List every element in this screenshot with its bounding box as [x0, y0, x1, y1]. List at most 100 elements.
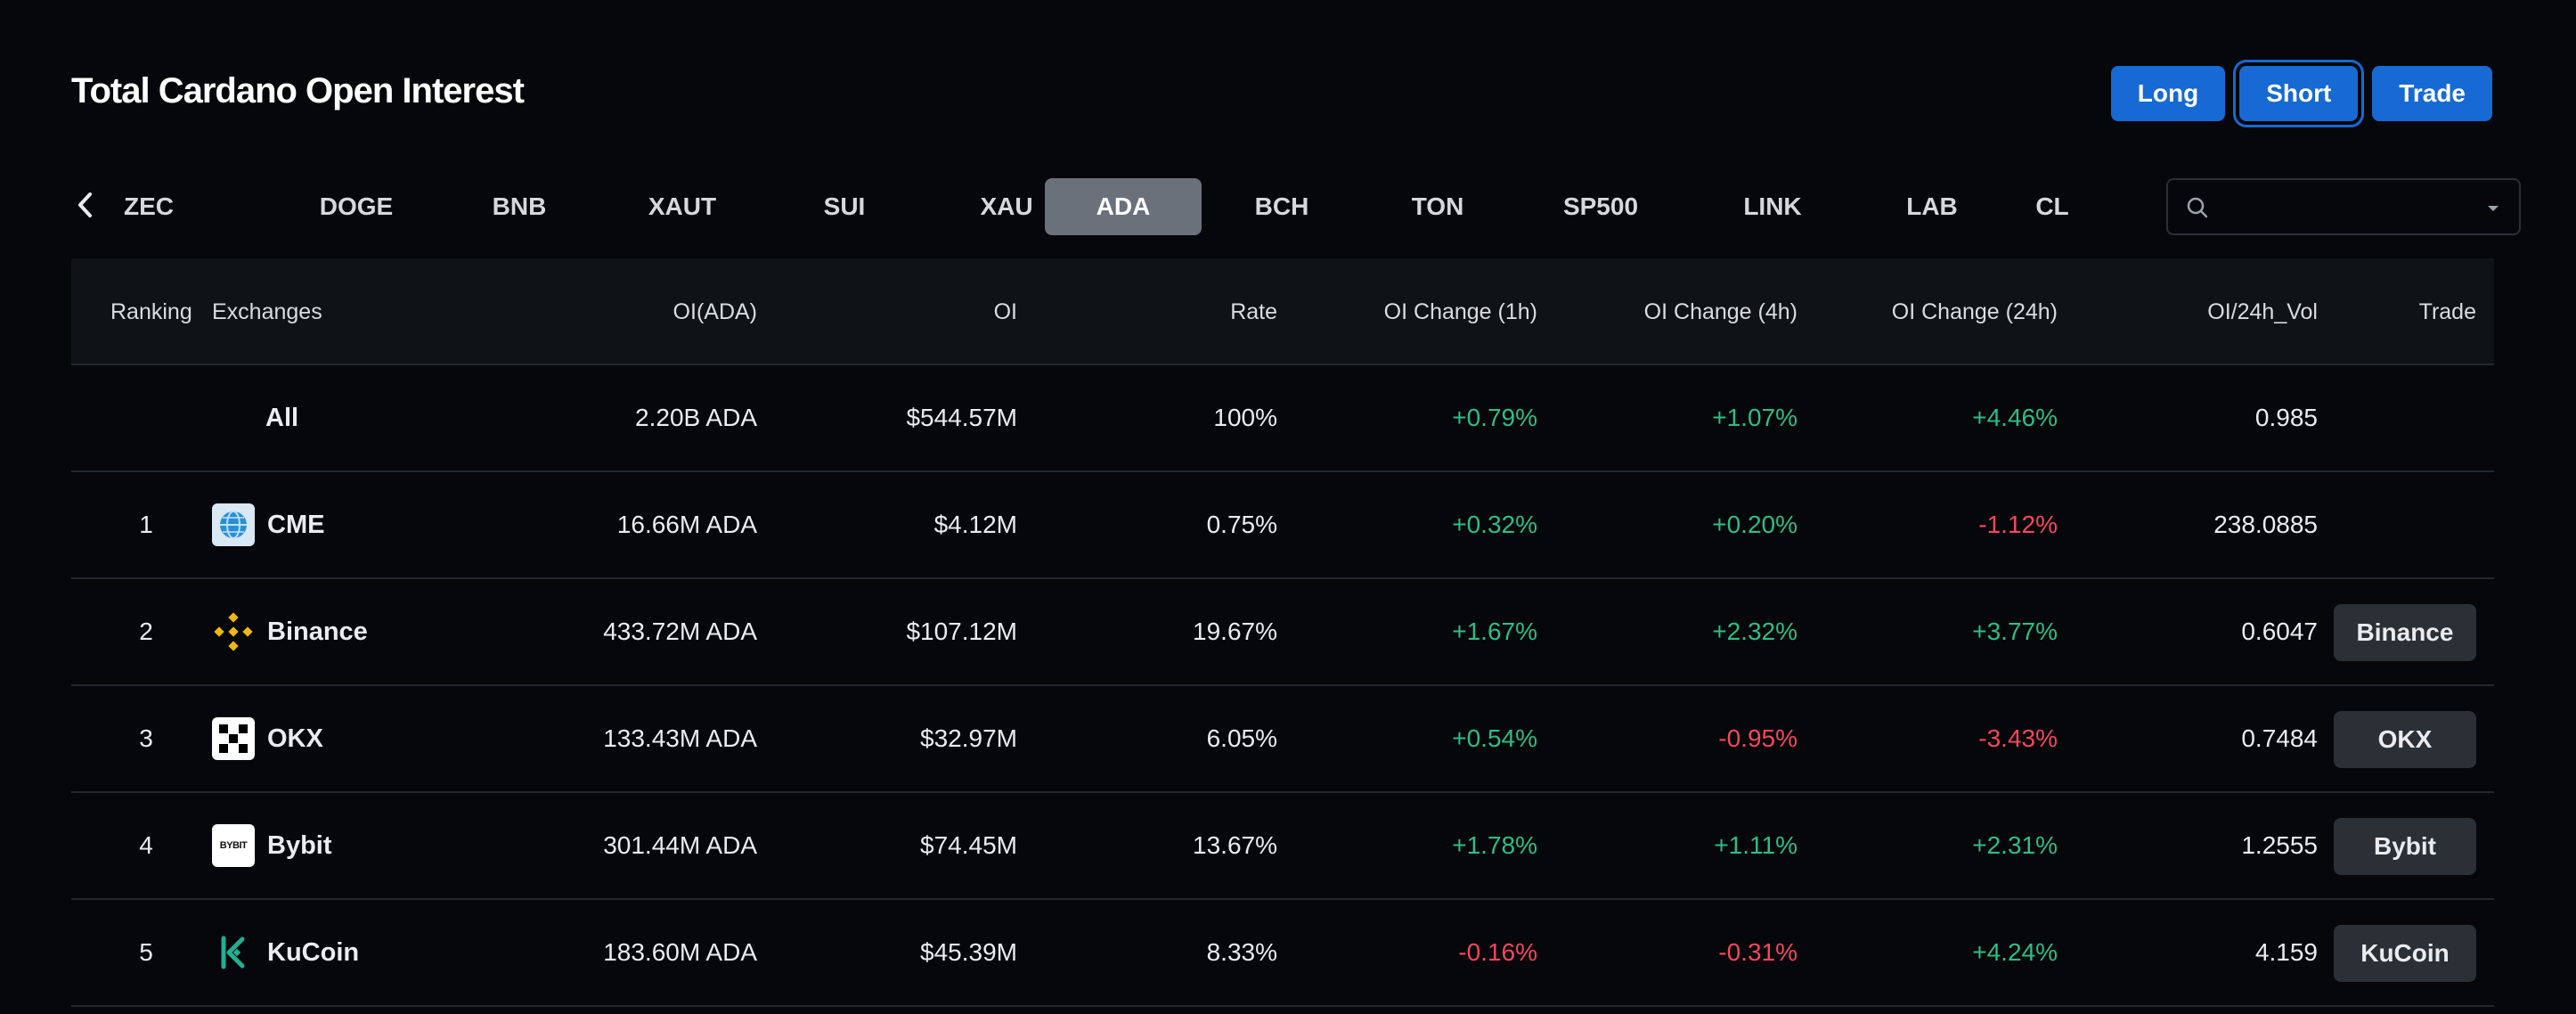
all-oi-vol: 0.985	[2254, 404, 2318, 431]
exchange-name: OKX	[267, 724, 323, 753]
oi-change-4h: +1.11%	[1714, 831, 1797, 859]
exchange-cell: CME	[212, 472, 324, 577]
trade-okx-button[interactable]: OKX	[2334, 711, 2476, 768]
oi-change-4h: +2.32%	[1712, 617, 1797, 645]
tab-ada[interactable]: ADA	[1045, 178, 1202, 235]
caret-down-icon	[2487, 201, 2499, 217]
all-chg-4h: +1.07%	[1712, 404, 1797, 431]
bybit-logo-text: BYBIT	[219, 840, 248, 851]
oi-change-1h: +0.32%	[1452, 511, 1537, 538]
oi: $4.12M	[933, 511, 1017, 538]
search-icon	[2186, 196, 2209, 224]
tab-bnb[interactable]: BNB	[492, 192, 547, 220]
rate: 13.67%	[1193, 831, 1277, 859]
table-row: 1 CME 16.66M ADA $4.12M 0.75% +0.32% +0.20% -1.…	[71, 472, 2494, 579]
oi-ada: 16.66M ADA	[616, 511, 757, 538]
oi-change-4h: +0.20%	[1712, 511, 1797, 538]
oi-vol: 4.159	[2254, 938, 2318, 966]
table-row: 5 KuCoin 183.60M ADA $45.39M 8.33% -0.16% -0.3…	[71, 900, 2494, 1007]
oi-change-24h: +4.24%	[1972, 938, 2058, 966]
cme-globe-icon	[212, 503, 255, 546]
rank: 5	[139, 938, 153, 966]
table-row: 2 Binance 433.72M ADA $107.12M 19.67% +1.67% +…	[71, 579, 2494, 686]
tab-sp500[interactable]: SP500	[1562, 192, 1639, 220]
binance-icon	[212, 610, 255, 653]
exchange-name: Bybit	[267, 830, 332, 860]
col-oi-change-4h: OI Change (4h)	[1643, 299, 1797, 324]
rate: 6.05%	[1206, 724, 1277, 752]
table-row: 3 OKX 133.43M ADA $32.97M 6.05% +0.54% -0.95% -…	[71, 686, 2494, 793]
oi-ada: 433.72M ADA	[603, 617, 757, 645]
all-oi: $544.57M	[906, 404, 1017, 431]
tab-sui[interactable]: SUI	[823, 192, 866, 220]
trade-kucoin-button[interactable]: KuCoin	[2334, 925, 2476, 982]
coin-search-select[interactable]	[2166, 178, 2521, 235]
oi: $107.12M	[906, 617, 1017, 645]
rate: 19.67%	[1193, 617, 1277, 645]
rank: 1	[139, 511, 153, 538]
tab-bch[interactable]: BCH	[1254, 192, 1309, 220]
oi-change-1h: -0.16%	[1458, 938, 1537, 966]
col-oi: OI	[993, 299, 1017, 324]
page-title: Total Cardano Open Interest	[71, 71, 525, 110]
oi-ada: 133.43M ADA	[603, 724, 757, 752]
col-rate: Rate	[1230, 299, 1277, 324]
chevron-left-icon[interactable]	[71, 187, 98, 223]
oi-change-1h: +0.54%	[1452, 724, 1537, 752]
rank: 3	[139, 724, 153, 752]
rank: 2	[139, 617, 153, 645]
exchange-cell: OKX	[212, 686, 323, 791]
oi-vol: 0.6047	[2241, 617, 2318, 645]
oi-change-24h: -3.43%	[1978, 724, 2058, 752]
tab-xaut[interactable]: XAUT	[648, 192, 717, 220]
short-button[interactable]: Short	[2239, 66, 2359, 121]
bybit-icon: BYBIT	[212, 824, 255, 867]
oi-change-1h: +1.78%	[1452, 831, 1537, 859]
all-oi-ada: 2.20B ADA	[635, 404, 757, 431]
trade-button[interactable]: Trade	[2372, 66, 2492, 121]
col-trade: Trade	[2418, 299, 2476, 324]
oi-change-24h: -1.12%	[1978, 511, 2058, 538]
trade-binance-button[interactable]: Binance	[2334, 604, 2476, 661]
oi-ada: 183.60M ADA	[603, 938, 757, 966]
all-chg-24h: +4.46%	[1972, 404, 2058, 431]
tab-lab[interactable]: LAB	[1906, 192, 1958, 220]
coin-tabs: ZEC DOGE BNB XAUT SUI XAU ADA BCH TON SP500 LINK LA…	[71, 178, 2521, 235]
okx-icon	[212, 717, 255, 760]
col-oi-change-24h: OI Change (24h)	[1891, 299, 2058, 324]
oi-change-24h: +2.31%	[1972, 831, 2058, 859]
exchange-name: CME	[267, 510, 325, 539]
long-button[interactable]: Long	[2110, 66, 2226, 121]
open-interest-table: Ranking Exchanges OI(ADA) OI Rate OI Cha…	[71, 258, 2494, 1007]
tab-xau[interactable]: XAU	[980, 192, 1033, 220]
exchange-cell: Binance	[212, 579, 368, 684]
tab-ton[interactable]: TON	[1411, 192, 1464, 220]
exchange-cell: KuCoin	[212, 900, 359, 1005]
rate: 0.75%	[1206, 511, 1277, 538]
action-buttons: Long Short Trade	[2110, 66, 2492, 121]
all-label: All	[265, 404, 299, 432]
trade-bybit-button[interactable]: Bybit	[2334, 818, 2476, 875]
tab-link[interactable]: LINK	[1743, 192, 1802, 220]
oi-vol: 1.2555	[2241, 831, 2318, 859]
oi: $45.39M	[920, 938, 1017, 966]
table-header: Ranking Exchanges OI(ADA) OI Rate OI Cha…	[71, 258, 2494, 365]
col-oi-ada: OI(ADA)	[673, 299, 757, 324]
table-row: 4 BYBIT Bybit 301.44M ADA $74.45M 13.67% +1.78…	[71, 793, 2494, 900]
tab-doge[interactable]: DOGE	[319, 192, 394, 220]
tab-cl[interactable]: CL	[2035, 192, 2069, 220]
all-chg-1h: +0.79%	[1452, 404, 1537, 431]
rank: 4	[139, 831, 153, 859]
exchange-name: Binance	[267, 617, 368, 646]
col-oi-vol: OI/24h_Vol	[2207, 299, 2318, 324]
oi: $32.97M	[920, 724, 1017, 752]
oi: $74.45M	[920, 831, 1017, 859]
table-row-all: All 2.20B ADA $544.57M 100% +0.79% +1.07…	[71, 365, 2494, 472]
oi-change-1h: +1.67%	[1452, 617, 1537, 645]
kucoin-icon	[212, 931, 255, 974]
exchange-cell: BYBIT Bybit	[212, 793, 332, 898]
oi-vol: 238.0885	[2213, 511, 2318, 538]
oi-vol: 0.7484	[2241, 724, 2318, 752]
exchange-name: KuCoin	[267, 937, 360, 967]
tab-zec[interactable]: ZEC	[124, 192, 174, 220]
